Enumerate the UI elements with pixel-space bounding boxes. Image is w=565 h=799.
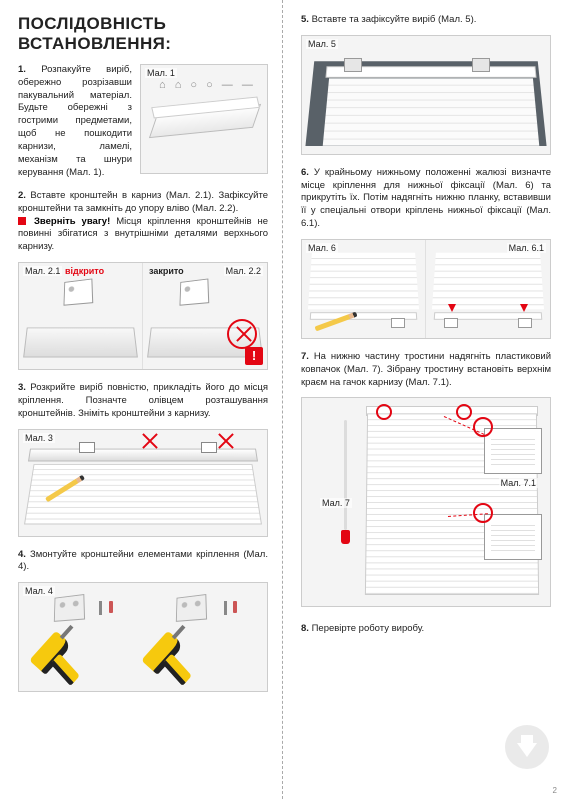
figure-6-left: Мал. 6 xyxy=(302,240,426,338)
figure-1-label: Мал. 1 xyxy=(145,68,177,78)
step-7-body: На нижню частину тростини надягніть плас… xyxy=(301,351,551,388)
inset-71 xyxy=(484,428,542,474)
step-5-body: Вставте та зафіксуйте виріб (Мал. 5). xyxy=(312,14,477,25)
step-2: 2. Вставте кронштейн в карниз (Мал. 2.1)… xyxy=(18,190,268,254)
bracket5-b xyxy=(472,58,490,72)
figure-21-label: Мал. 2.1 xyxy=(23,266,62,276)
screw-icon xyxy=(99,601,102,615)
step-5-num: 5. xyxy=(301,14,309,25)
figure-61-label: Мал. 6.1 xyxy=(507,243,546,253)
step-2-num: 2. xyxy=(18,190,26,201)
page-number: 2 xyxy=(553,786,557,795)
step-1-num: 1. xyxy=(18,64,26,75)
figure-5-label: Мал. 5 xyxy=(306,39,338,49)
figure-1: Мал. 1 ⌂ ⌂ ○ ○ — — xyxy=(140,64,268,174)
parts-icon: ⌂ ⌂ ○ ○ — — xyxy=(159,79,256,91)
open-label: відкрито xyxy=(65,266,104,276)
arrow-down-1-icon xyxy=(448,304,456,312)
bracket-b-icon xyxy=(201,442,217,453)
figure-3: Мал. 3 xyxy=(18,429,268,537)
arrow-down-2-icon xyxy=(520,304,528,312)
figure-6: Мал. 6 Мал. 6.1 xyxy=(301,239,551,339)
screw-2-icon xyxy=(224,601,227,615)
wallplug-icon xyxy=(109,601,113,613)
download-icon[interactable] xyxy=(505,725,549,769)
step-4-body: Змонтуйте кронштейни елементами кріпленн… xyxy=(18,549,268,573)
x-mark-icon xyxy=(237,327,251,341)
step-1: Мал. 1 ⌂ ⌂ ○ ○ — — 1. Розпакуйте виріб, … xyxy=(18,64,268,180)
left-column: ПОСЛІДОВНІСТЬ ВСТАНОВЛЕННЯ: Мал. 1 ⌂ ⌂ ○… xyxy=(0,0,283,799)
step-5: 5. Вставте та зафіксуйте виріб (Мал. 5). xyxy=(301,14,551,27)
x-mark-1-icon xyxy=(143,434,157,448)
bracket-mount-2 xyxy=(176,594,207,622)
figure-4: Мал. 4 xyxy=(18,582,268,692)
step-7-num: 7. xyxy=(301,351,309,362)
step-1-body: Розпакуйте виріб, обережно розрізавши па… xyxy=(18,64,132,178)
slats6-l xyxy=(308,253,419,309)
figure-3-label: Мал. 3 xyxy=(23,433,55,443)
bracket5-a xyxy=(344,58,362,72)
bracket-mount-1 xyxy=(54,594,85,622)
clip-l xyxy=(391,318,405,328)
clip-r2 xyxy=(518,318,532,328)
step-8: 8. Перевірте роботу виробу. xyxy=(301,623,551,636)
inset-71b xyxy=(484,514,542,560)
bracket-closed-icon xyxy=(179,279,209,306)
figure-7-label: Мал. 7 xyxy=(320,498,352,508)
figure-2: Мал. 2.1 відкрито закрито Мал. 2.2 ! xyxy=(18,262,268,370)
wand-icon xyxy=(344,420,347,530)
step-3: 3. Розкрийте виріб повністю, прикладіть … xyxy=(18,382,268,420)
step-3-body: Розкрийте виріб повністю, прикладіть йог… xyxy=(18,382,268,419)
slats5 xyxy=(323,78,540,145)
figure-2-left: Мал. 2.1 відкрито xyxy=(19,263,143,369)
step-3-num: 3. xyxy=(18,382,26,393)
step-4: 4. Змонтуйте кронштейни елементами кріпл… xyxy=(18,549,268,575)
warning-badge-icon: ! xyxy=(245,347,263,365)
step-8-num: 8. xyxy=(301,623,309,634)
toprail-illustration xyxy=(28,448,258,461)
figure-5: Мал. 5 xyxy=(301,35,551,155)
step-6-num: 6. xyxy=(301,167,309,178)
step-8-body: Перевірте роботу виробу. xyxy=(312,623,425,634)
callout-circle xyxy=(227,319,257,349)
step-2-body: Вставте кронштейн в карниз (Мал. 2.1). З… xyxy=(18,190,268,214)
figure-2-right: закрито Мал. 2.2 ! xyxy=(143,263,267,369)
figure-6-right: Мал. 6.1 xyxy=(426,240,550,338)
figure-4-label: Мал. 4 xyxy=(23,586,55,596)
step-4-num: 4. xyxy=(18,549,26,560)
bracket-open-icon xyxy=(63,279,93,306)
x-mark-2-icon xyxy=(219,434,233,448)
mini-slats-2 xyxy=(491,521,535,553)
figure-22-label: Мал. 2.2 xyxy=(224,266,263,276)
mini-slats-1 xyxy=(491,435,535,467)
step-6: 6. У крайньому нижньому положенні жалюзі… xyxy=(301,167,551,231)
clip-r1 xyxy=(444,318,458,328)
step-7: 7. На нижню частину тростини надягніть п… xyxy=(301,351,551,389)
warning-icon xyxy=(18,217,26,225)
figure-71-label: Мал. 7.1 xyxy=(499,478,538,488)
step-6-body: У крайньому нижньому положенні жалюзі ви… xyxy=(301,167,551,229)
wallplug-2-icon xyxy=(233,601,237,613)
figure-7: Мал. 7 Мал. 7.1 xyxy=(301,397,551,607)
headrail-illustration xyxy=(149,104,261,138)
page-title: ПОСЛІДОВНІСТЬ ВСТАНОВЛЕННЯ: xyxy=(18,14,268,54)
headrail-left xyxy=(23,328,138,358)
closed-label: закрито xyxy=(149,266,184,276)
figure-6-label: Мал. 6 xyxy=(306,243,338,253)
drill-2-icon xyxy=(141,620,219,692)
bracket-a-icon xyxy=(79,442,95,453)
slats6-r xyxy=(432,253,544,309)
drill-1-icon xyxy=(29,620,107,692)
step-2-warn-label: Зверніть увагу! xyxy=(34,216,110,227)
right-column: 5. Вставте та зафіксуйте виріб (Мал. 5).… xyxy=(283,0,565,799)
